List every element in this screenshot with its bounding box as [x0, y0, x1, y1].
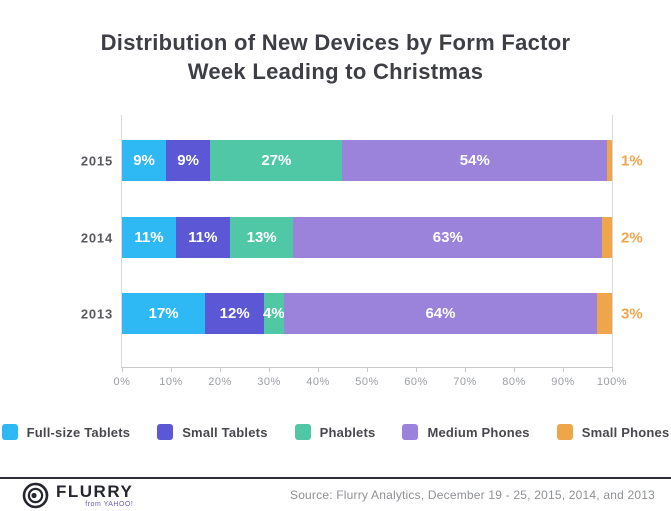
year-label: 2015 [80, 153, 113, 168]
flurry-aperture-icon [22, 482, 49, 508]
bar-segment-label: 27% [261, 152, 292, 169]
legend-label: Small Tablets [182, 424, 268, 440]
bar-segment-label: 11% [134, 229, 164, 246]
bar-segment: 17% [122, 293, 206, 334]
x-tick-label: 20% [208, 376, 232, 388]
legend-label: Phablets [319, 424, 376, 440]
legend: Full-size Tablets Small Tablets Phablets Me… [0, 424, 671, 440]
flurry-logo: FLURRY from YAHOO! [22, 482, 133, 509]
chart-title: Distribution of New Devices by Form Fact… [0, 28, 671, 86]
x-tick-label: 10% [159, 376, 183, 388]
x-tick-label: 80% [502, 376, 526, 388]
bar-row: 2014 11% 11% 13% 63% 2% [81, 217, 643, 258]
x-tick-label: 90% [551, 376, 575, 388]
legend-item: Phablets [294, 424, 376, 440]
x-tick [514, 367, 515, 372]
legend-swatch [402, 424, 419, 440]
x-tick [122, 367, 123, 372]
bar-row: 2013 17% 12% 4% 64% 3% [81, 293, 643, 334]
brand-sub: from YAHOO! [85, 500, 134, 508]
brand-text: FLURRY from YAHOO! [56, 483, 133, 508]
x-tick [171, 367, 172, 372]
x-tick-label: 30% [257, 376, 281, 388]
bar-segment-label: 12% [219, 305, 250, 322]
legend-label: Small Phones [581, 424, 670, 440]
bar-segment: 9% [166, 140, 211, 181]
bar-row: 2015 9% 9% 27% 54% 1% [81, 140, 643, 181]
bar-segment: 13% [229, 217, 294, 258]
x-tick [416, 367, 417, 372]
outside-value-label: 1% [621, 152, 643, 169]
bar-segment: 11% [175, 217, 230, 258]
legend-item: Small Phones [556, 424, 670, 440]
bar-segment-label: 54% [459, 152, 490, 169]
plot-area: 2015 9% 9% 27% 54% 1% 2014 11% 11% 13% 63% 2% 2013 17… [81, 115, 643, 388]
bar-segment: 64% [283, 293, 598, 334]
outside-value-label: 2% [621, 229, 643, 246]
x-tick-label: 70% [453, 376, 477, 388]
x-tick [612, 367, 613, 372]
legend-label: Medium Phones [427, 424, 530, 440]
x-tick-label: 40% [306, 376, 330, 388]
x-tick [367, 367, 368, 372]
x-tick-label: 0% [113, 376, 131, 388]
bar-segment [602, 217, 612, 258]
legend-swatch [1, 424, 18, 440]
legend-swatch [294, 424, 311, 440]
bar-segment: 9% [122, 140, 167, 181]
legend-item: Small Tablets [157, 424, 267, 440]
x-tick-label: 100% [596, 376, 628, 388]
footer: FLURRY from YAHOO! Source: Flurry Analyt… [0, 477, 671, 511]
bar-segment-label: 64% [425, 305, 456, 322]
bar-segment [597, 293, 612, 334]
bar-segment-label: 13% [246, 229, 277, 246]
year-label: 2014 [80, 230, 113, 245]
legend-item: Medium Phones [402, 424, 530, 440]
bar-segment [607, 140, 612, 181]
x-tick [318, 367, 319, 372]
brand-name: FLURRY [56, 481, 134, 501]
bar-segment-label: 9% [177, 152, 199, 169]
bar-segment-label: 11% [188, 229, 218, 246]
source-text: Source: Flurry Analytics, December 19 - … [289, 488, 655, 502]
bar-segment: 27% [210, 140, 343, 181]
bar-segment: 12% [205, 293, 265, 334]
legend-label: Full-size Tablets [26, 424, 131, 440]
legend-swatch [556, 424, 573, 440]
legend-item: Full-size Tablets [1, 424, 131, 440]
bar-segment: 4% [263, 293, 285, 334]
bar-segment-label: 17% [148, 305, 179, 322]
year-label: 2013 [80, 306, 113, 321]
bar-segment: 63% [293, 217, 603, 258]
x-tick-label: 50% [355, 376, 379, 388]
x-tick [465, 367, 466, 372]
bar-segment-label: 63% [432, 229, 463, 246]
x-tick [220, 367, 221, 372]
legend-swatch [157, 424, 174, 440]
bar-segment: 11% [122, 217, 176, 258]
x-tick [563, 367, 564, 372]
chart-title-line1: Distribution of New Devices by Form Fact… [100, 30, 571, 55]
chart-title-line2: Week Leading to Christmas [187, 59, 484, 84]
bar-segment: 54% [342, 140, 608, 181]
x-tick [269, 367, 270, 372]
bar-segment-label: 9% [133, 152, 155, 169]
x-tick-label: 60% [404, 376, 428, 388]
outside-value-label: 3% [621, 305, 643, 322]
bar-segment-label: 4% [263, 305, 285, 322]
